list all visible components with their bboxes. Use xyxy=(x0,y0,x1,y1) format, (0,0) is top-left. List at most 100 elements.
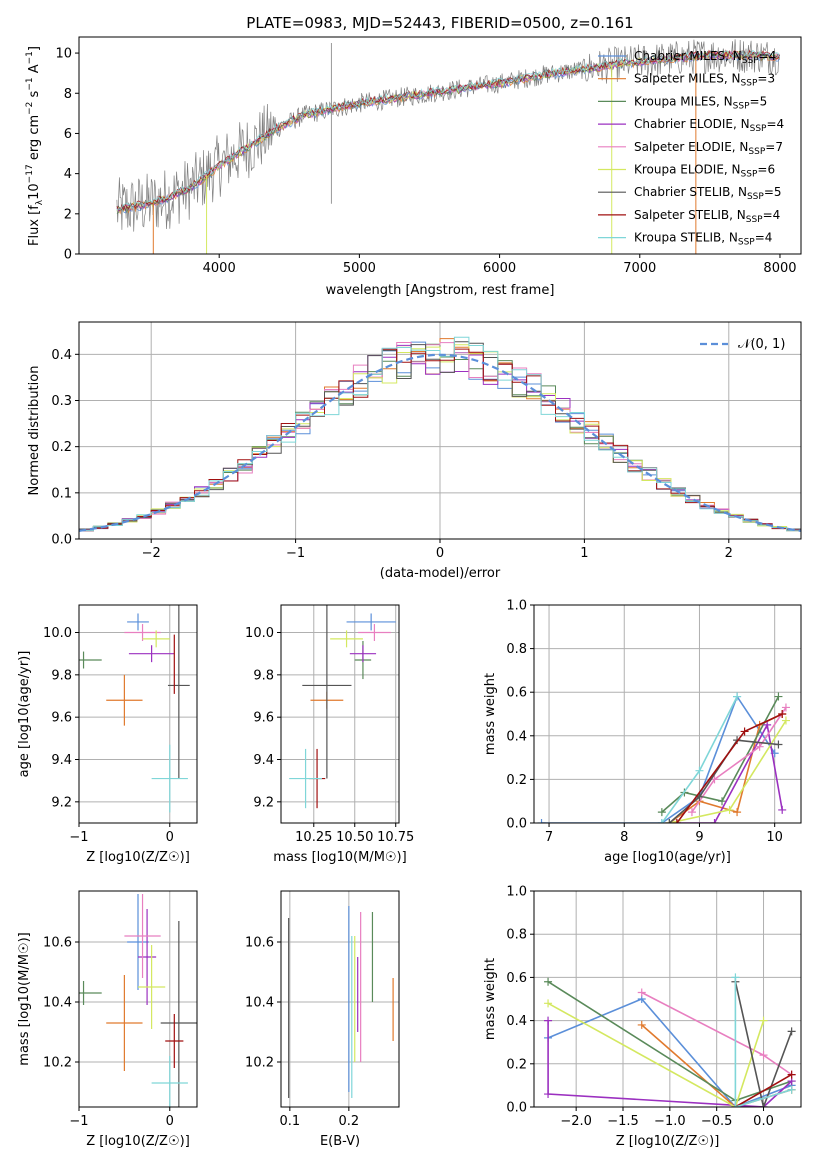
x-tick-label: 10.75 xyxy=(377,830,414,845)
plot-area xyxy=(79,605,190,813)
weight-marker xyxy=(733,692,742,701)
x-tick-label: 5000 xyxy=(343,261,376,276)
y-tick-label: 0.8 xyxy=(506,642,527,657)
model-line-9 xyxy=(116,49,781,211)
weight-marker xyxy=(544,1016,553,1025)
x-axis-label: mass [log10(M/M☉)] xyxy=(273,850,406,865)
x-axis-label: wavelength [Angstrom, rest frame] xyxy=(326,283,555,298)
weight-marker xyxy=(672,819,681,823)
model-line-8 xyxy=(116,49,781,212)
y-tick-label: 10.0 xyxy=(245,626,274,641)
y-tick-label: 0.4 xyxy=(506,1014,527,1029)
weight-marker xyxy=(687,808,696,817)
axes-Z_mass_weight: −2.0 −1.5 −1.0 −0.5 0.0 0.0 0.2 0.4 0.6 0.8 1.0 Z [… xyxy=(483,885,802,1149)
x-axis-label: E(B-V) xyxy=(320,1134,360,1149)
x-tick-label: 9 xyxy=(695,830,703,845)
legend-entry-7: Chabrier STELIB, NSSP=5 xyxy=(634,185,782,202)
x-tick-label: 7 xyxy=(545,830,553,845)
histogram-step-9 xyxy=(79,336,801,539)
x-tick-label: 6000 xyxy=(483,261,516,276)
x-tick-label: 8000 xyxy=(763,261,796,276)
legend-entry-1: Chabrier MILES, NSSP=4 xyxy=(634,49,776,66)
weight-line-8 xyxy=(735,1073,792,1107)
weight-line-4 xyxy=(676,722,783,823)
x-tick-label: 0.2 xyxy=(339,1114,360,1129)
legend-normal-label: 𝒩(0, 1) xyxy=(738,337,785,352)
y-tick-label: 9.2 xyxy=(51,795,72,810)
y-tick-label: 9.8 xyxy=(51,668,72,683)
weight-line-7 xyxy=(668,739,779,823)
weight-line-7 xyxy=(734,981,793,1107)
weight-marker xyxy=(537,819,546,823)
weight-marker xyxy=(755,742,764,751)
y-tick-label: 0.6 xyxy=(506,971,527,986)
axes-frame xyxy=(533,890,802,1108)
weight-marker xyxy=(544,999,553,1008)
axes-frame xyxy=(78,321,802,540)
axes-frame xyxy=(280,890,400,1108)
axes-Z_vs_mass: −1 0 10.2 10.4 10.6 Z [log10(Z/Z☉)] mass [log1… xyxy=(17,890,198,1149)
normal-curve xyxy=(79,353,801,532)
y-axis-label: age [log10(age/yr)] xyxy=(17,651,32,778)
x-tick-label: 0 xyxy=(166,830,174,845)
x-tick-label: 0.0 xyxy=(753,1114,774,1129)
weight-marker xyxy=(774,740,783,749)
weight-marker xyxy=(731,973,740,982)
weight-line-1 xyxy=(547,998,792,1107)
x-tick-label: −1.0 xyxy=(654,1114,686,1129)
y-tick-label: 1.0 xyxy=(506,885,527,900)
legend-entry-5: Salpeter ELODIE, NSSP=7 xyxy=(634,140,783,157)
x-axis-label: Z [log10(Z/Z☉)] xyxy=(616,1134,720,1149)
x-axis-label: Z [log10(Z/Z☉)] xyxy=(86,850,190,865)
plot-area xyxy=(544,973,796,1107)
axes-frame xyxy=(533,604,802,824)
y-tick-label: 10.2 xyxy=(245,1056,274,1071)
y-axis-label: mass [log10(M/M☉)] xyxy=(17,932,32,1065)
weight-marker xyxy=(759,1016,768,1025)
y-tick-label: 0.2 xyxy=(506,773,527,788)
weight-marker xyxy=(718,797,727,806)
weight-line-6 xyxy=(547,1002,765,1107)
plot-area xyxy=(537,692,790,823)
weight-marker xyxy=(725,805,734,814)
y-tick-label: 10.6 xyxy=(43,936,72,951)
x-tick-label: 0 xyxy=(436,546,444,561)
weight-marker xyxy=(695,766,704,775)
y-tick-label: 0.0 xyxy=(51,533,72,548)
legend-entry-8: Salpeter STELIB, NSSP=4 xyxy=(634,208,780,225)
weight-marker xyxy=(787,1027,796,1036)
y-tick-label: 10.4 xyxy=(43,996,72,1011)
axes-age_mass_weight: 7 8 9 10 0.0 0.2 0.4 0.6 0.8 1.0 age [log10(age/yr… xyxy=(483,599,802,865)
y-tick-label: 0.2 xyxy=(51,440,72,455)
y-tick-label: 9.8 xyxy=(253,668,274,683)
x-tick-label: 7000 xyxy=(623,261,656,276)
histogram-step-8 xyxy=(79,348,801,539)
axes-spectrum: 4000 5000 6000 7000 8000 0 2 4 6 8 10 wavelength [A… xyxy=(25,36,802,298)
axes-residuals: −2 −1 0 1 2 0.0 0.1 0.2 0.3 0.4 (data-model)/error… xyxy=(27,321,802,581)
figure-title: PLATE=0983, MJD=52443, FIBERID=0500, z=0… xyxy=(246,14,633,32)
y-tick-label: 0.4 xyxy=(506,729,527,744)
y-tick-label: 0.0 xyxy=(506,817,527,832)
plot-area xyxy=(79,894,197,1107)
plot-area xyxy=(289,605,396,809)
y-tick-label: 9.4 xyxy=(253,753,274,768)
axes-EBV_vs_mass: 0.1 0.2 10.2 10.4 10.6 E(B-V) xyxy=(245,890,400,1149)
x-tick-label: −1 xyxy=(69,1114,88,1129)
x-tick-label: 4000 xyxy=(203,261,236,276)
weight-marker xyxy=(637,1020,646,1029)
y-tick-label: 6 xyxy=(64,127,72,142)
y-tick-label: 8 xyxy=(64,87,72,102)
axes-frame xyxy=(78,604,198,824)
legend-entry-6: Kroupa ELODIE, NSSP=6 xyxy=(634,163,775,180)
y-tick-label: 10.4 xyxy=(245,996,274,1011)
y-tick-label: 0.0 xyxy=(506,1101,527,1116)
plot-area xyxy=(79,336,801,539)
y-tick-label: 4 xyxy=(64,167,72,182)
y-tick-label: 10.0 xyxy=(43,626,72,641)
y-axis-label: Normed distribution xyxy=(27,366,42,496)
legend-entry-4: Chabrier ELODIE, NSSP=4 xyxy=(634,117,784,134)
weight-marker xyxy=(665,819,674,823)
y-tick-label: 0.4 xyxy=(51,348,72,363)
x-tick-label: −2.0 xyxy=(560,1114,592,1129)
